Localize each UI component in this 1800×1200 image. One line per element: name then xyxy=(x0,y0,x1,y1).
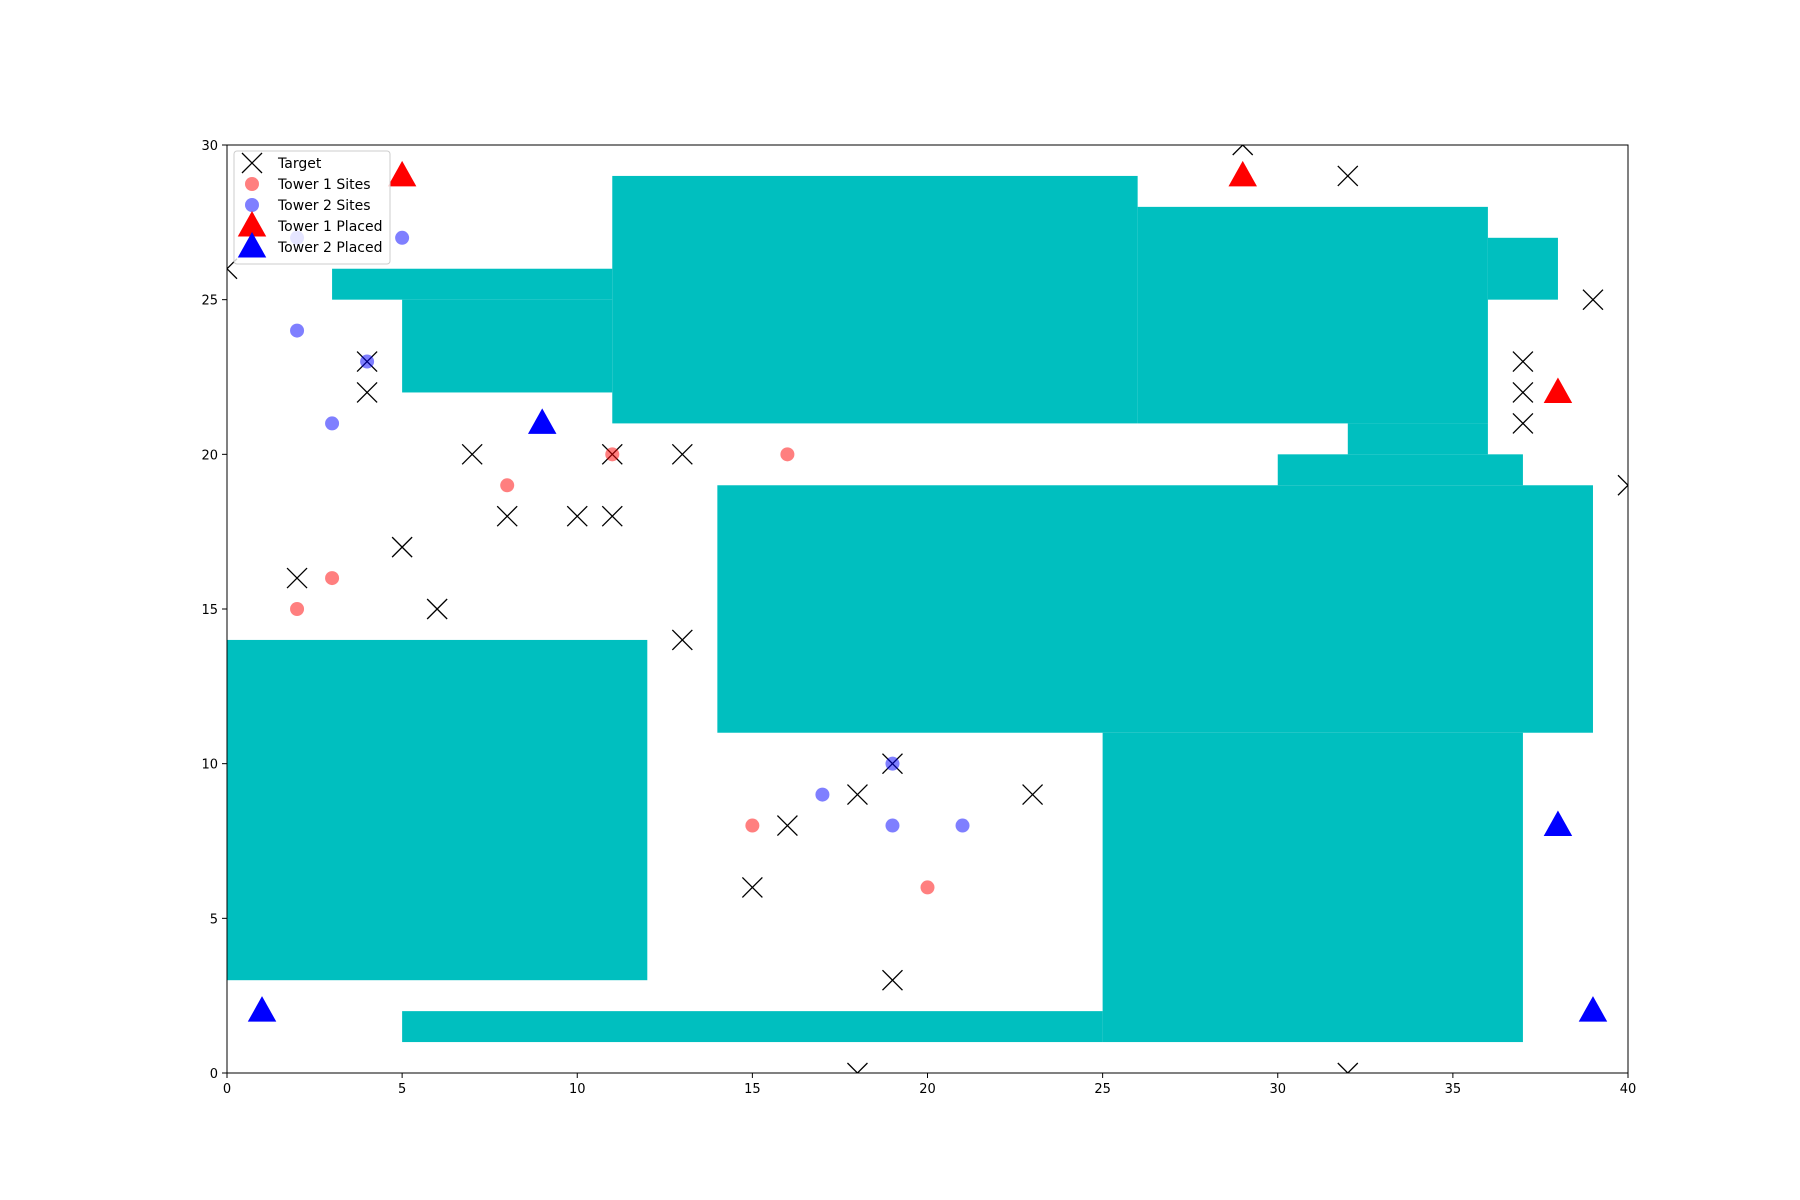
y-tick-label: 5 xyxy=(210,912,218,927)
point-target-19 xyxy=(671,629,693,651)
x-tick-label: 40 xyxy=(1620,1082,1637,1097)
point-tower-2-sites-7 xyxy=(955,818,970,833)
legend-label-tower-1-sites: Tower 1 Sites xyxy=(277,177,371,193)
x-tick-label: 30 xyxy=(1269,1082,1286,1097)
point-tower-1-sites-3 xyxy=(325,571,340,586)
point-tower-2-sites-0 xyxy=(395,230,410,245)
points-layer xyxy=(227,145,1628,1073)
point-target-23 xyxy=(776,815,798,836)
y-tick-label: 30 xyxy=(201,139,218,154)
legend-marker-tower-1-placed xyxy=(237,211,267,237)
obstacle-4 xyxy=(402,299,613,393)
legend-marker-tower-2-placed xyxy=(237,232,267,258)
legend-label-tower-1-placed: Tower 1 Placed xyxy=(277,219,382,235)
point-tower-1-sites-6 xyxy=(920,880,935,895)
x-tick-label: 0 xyxy=(223,1082,231,1097)
point-target-9 xyxy=(356,382,378,403)
obstacle-0 xyxy=(612,175,1138,424)
x-tick-label: 20 xyxy=(919,1082,936,1097)
legend-label-tower-2-placed: Tower 2 Placed xyxy=(277,240,382,256)
point-tower-1-sites-4 xyxy=(290,602,305,616)
point-target-3 xyxy=(1512,351,1534,372)
point-target-13 xyxy=(496,505,518,527)
point-target-12 xyxy=(671,443,693,465)
obstacle-layer xyxy=(227,175,1593,1043)
legend: Target Tower 1 Sites Tower 2 Sites Tower 1 … xyxy=(233,150,391,265)
legend-label-tower-2-sites: Tower 2 Sites xyxy=(277,198,371,214)
legend-box xyxy=(233,150,391,265)
x-tick-label: 15 xyxy=(744,1082,761,1097)
obstacle-2 xyxy=(1487,237,1558,300)
x-tick-label: 35 xyxy=(1445,1082,1462,1097)
point-target-4 xyxy=(1512,382,1534,403)
point-tower-1-placed-0 xyxy=(387,160,417,187)
point-target-6 xyxy=(1617,474,1628,496)
point-tower-1-sites-2 xyxy=(500,478,515,493)
legend-marker-tower-1-sites xyxy=(245,177,259,191)
point-target-15 xyxy=(601,505,623,527)
point-target-14 xyxy=(566,505,588,527)
y-tick-label: 0 xyxy=(210,1067,218,1082)
y-tick-label: 25 xyxy=(201,294,218,309)
point-tower-1-sites-0 xyxy=(605,447,620,462)
point-tower-1-sites-1 xyxy=(780,447,795,462)
obstacle-3 xyxy=(332,268,613,300)
point-tower-2-sites-1 xyxy=(290,323,305,338)
point-target-21 xyxy=(846,784,868,806)
obstacle-8 xyxy=(1102,732,1523,1043)
obstacle-9 xyxy=(227,639,648,981)
legend-marker-tower-2-sites xyxy=(245,198,259,212)
point-tower-1-placed-1 xyxy=(1228,160,1257,187)
point-tower-2-placed-0 xyxy=(527,408,557,434)
y-tick-label: 10 xyxy=(201,758,218,773)
point-target-1 xyxy=(1337,165,1359,187)
point-target-16 xyxy=(391,536,413,558)
obstacle-7 xyxy=(717,485,1593,733)
point-target-25 xyxy=(882,969,903,991)
point-tower-2-placed-3 xyxy=(1578,996,1608,1022)
point-tower-2-placed-2 xyxy=(1543,810,1573,837)
legend-marker-target xyxy=(241,152,263,174)
y-tick-label: 15 xyxy=(201,603,218,618)
ticks-layer: 0 5 10 15 20 25 30 35 40 0 5 10 15 20 25 30 xyxy=(201,139,1636,1097)
point-target-18 xyxy=(426,598,448,620)
point-tower-1-placed-2 xyxy=(1543,377,1573,403)
point-tower-1-sites-5 xyxy=(745,818,760,833)
point-target-17 xyxy=(286,567,308,589)
obstacle-6 xyxy=(1277,454,1523,486)
point-target-24 xyxy=(741,876,763,898)
point-tower-2-sites-2 xyxy=(360,354,375,369)
point-tower-2-placed-1 xyxy=(247,996,277,1022)
point-target-10 xyxy=(461,443,483,465)
point-tower-2-sites-6 xyxy=(885,818,900,833)
x-tick-label: 10 xyxy=(569,1082,586,1097)
obstacle-5 xyxy=(1347,423,1488,455)
point-target-27 xyxy=(1337,1062,1359,1073)
legend-label-target: Target xyxy=(277,156,322,172)
point-target-5 xyxy=(1512,412,1534,434)
point-target-22 xyxy=(1022,784,1044,806)
point-tower-2-sites-5 xyxy=(815,787,830,802)
point-target-2 xyxy=(1582,289,1604,311)
point-tower-2-sites-3 xyxy=(325,416,340,431)
obstacle-1 xyxy=(1137,206,1488,424)
point-tower-2-sites-4 xyxy=(885,756,900,771)
point-target-26 xyxy=(846,1062,868,1073)
point-target-0 xyxy=(1232,145,1254,156)
x-tick-label: 5 xyxy=(398,1082,406,1097)
obstacle-10 xyxy=(402,1011,1103,1043)
x-tick-label: 25 xyxy=(1094,1082,1111,1097)
y-tick-label: 20 xyxy=(201,448,218,463)
